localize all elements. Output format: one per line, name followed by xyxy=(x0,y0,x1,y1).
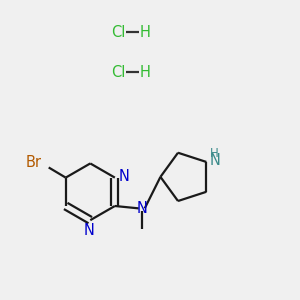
Text: H: H xyxy=(140,25,151,40)
Text: N: N xyxy=(118,169,129,184)
Text: Cl: Cl xyxy=(112,25,126,40)
Text: H: H xyxy=(140,65,151,80)
Text: H: H xyxy=(210,147,219,160)
Text: N: N xyxy=(83,223,94,238)
Text: Br: Br xyxy=(26,155,42,170)
Text: N: N xyxy=(210,153,221,168)
Text: Cl: Cl xyxy=(112,65,126,80)
Text: N: N xyxy=(136,202,147,217)
